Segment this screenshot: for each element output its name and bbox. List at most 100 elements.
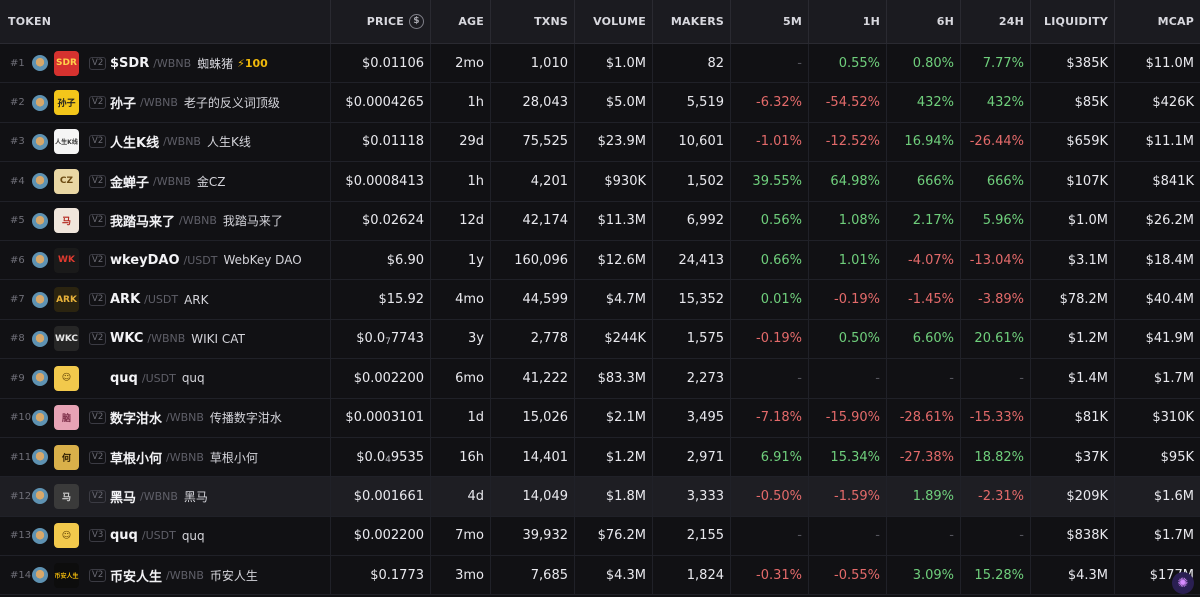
age-cell: 4d: [430, 477, 490, 516]
age-value: 4d: [467, 488, 484, 504]
token-cell[interactable]: #12 马 V2 黑马/WBNB 黑马: [0, 477, 330, 515]
liquidity-value: $81K: [1074, 410, 1108, 426]
table-row[interactable]: #7 ARK V2 ARK/USDT ARK $15.92 4mo 44,599 $4.7M 15…: [0, 280, 1200, 320]
txns-value: 15,026: [522, 410, 569, 426]
change-1h-value: -0.55%: [834, 567, 880, 583]
table-row[interactable]: #3 人生K线 V2 人生K线/WBNB 人生K线 $0.01118 29d 75,525 $2…: [0, 122, 1200, 163]
txns-value: 2,778: [530, 331, 568, 347]
price-zero-count: 4: [385, 455, 391, 466]
change-24h-cell: 18.82%: [960, 437, 1030, 477]
token-info[interactable]: $SDR/WBNB 蜘蛛猪 ⚡100: [110, 55, 268, 72]
token-cell[interactable]: #3 人生K线 V2 人生K线/WBNB 人生K线: [0, 123, 330, 161]
table-row[interactable]: #13 ☺ V3 quq/USDT quq $0.002200 7mo 39,932 $76.2…: [0, 516, 1200, 557]
rank-label: #10: [10, 412, 32, 424]
token-info[interactable]: 人生K线/WBNB 人生K线: [110, 132, 251, 151]
token-cell[interactable]: #9 ☺ quq/USDT quq: [0, 359, 330, 397]
col-volume[interactable]: VOLUME: [574, 0, 652, 43]
token-info[interactable]: 币安人生/WBNB 币安人生: [110, 566, 258, 585]
volume-value: $83.3M: [597, 370, 646, 386]
token-cell[interactable]: #4 CZ V2 金蝉子/WBNB 金CZ: [0, 162, 330, 200]
token-info[interactable]: 我踏马来了/WBNB 我踏马来了: [110, 211, 283, 230]
liquidity-cell: $85K: [1030, 83, 1114, 122]
token-cell[interactable]: #13 ☺ V3 quq/USDT quq: [0, 517, 330, 555]
col-mcap[interactable]: MCAP: [1114, 0, 1200, 43]
rank-label: #12: [10, 490, 32, 502]
table-row[interactable]: #1 SDR V2 $SDR/WBNB 蜘蛛猪 ⚡100 $0.01106 2mo 1,010 $…: [0, 44, 1200, 84]
price-cell: $0.0008413: [330, 162, 430, 201]
table-row[interactable]: #2 孙子 V2 孙子/WBNB 老子的反义词顶级 $0.0004265 1h 28,043 $…: [0, 83, 1200, 123]
chain-icon: [32, 488, 48, 505]
token-info[interactable]: 黑马/WBNB 黑马: [110, 487, 208, 506]
token-info[interactable]: quq/USDT quq: [110, 528, 205, 543]
change-5m-cell: -: [730, 359, 808, 398]
token-cell[interactable]: #14 币安人生 V2 币安人生/WBNB 币安人生: [0, 556, 330, 594]
token-cell[interactable]: #11 何 V2 草根小何/WBNB 草根小何: [0, 438, 330, 476]
table-row[interactable]: #6 WK V2 wkeyDAO/USDT WebKey DAO $6.90 1y 160,0…: [0, 240, 1200, 281]
token-logo: SDR: [54, 50, 79, 76]
col-price[interactable]: PRICE $: [330, 0, 430, 43]
makers-cell: 82: [652, 44, 730, 83]
table-row[interactable]: #5 马 V2 我踏马来了/WBNB 我踏马来了 $0.02624 12d 42,174 $11…: [0, 201, 1200, 241]
table-row[interactable]: #14 币安人生 V2 币安人生/WBNB 币安人生 $0.1773 3mo 7,685 $4.…: [0, 556, 1200, 596]
token-logo: 何: [54, 444, 79, 470]
token-cell[interactable]: #2 孙子 V2 孙子/WBNB 老子的反义词顶级: [0, 83, 330, 121]
token-symbol: quq: [110, 528, 138, 544]
token-name: 金CZ: [196, 174, 226, 189]
price-value: $0.01118: [361, 134, 424, 150]
volume-value: $76.2M: [597, 528, 646, 544]
col-1h[interactable]: 1H: [808, 0, 886, 43]
table-row[interactable]: #12 马 V2 黑马/WBNB 黑马 $0.001661 4d 14,049 $1.8M 3,3…: [0, 477, 1200, 517]
table-row[interactable]: #9 ☺ quq/USDT quq $0.002200 6mo 41,222 $83.3M 2,…: [0, 359, 1200, 399]
table-row[interactable]: #11 何 V2 草根小何/WBNB 草根小何 $0.0 4 9535 16h 14,401 $1.…: [0, 437, 1200, 478]
brain-icon[interactable]: ✺: [1172, 572, 1194, 594]
change-1h-value: -: [875, 528, 880, 544]
liquidity-cell: $78.2M: [1030, 280, 1114, 319]
chain-icon: [32, 330, 48, 347]
token-info[interactable]: 孙子/WBNB 老子的反义词顶级: [110, 93, 280, 112]
token-info[interactable]: wkeyDAO/USDT WebKey DAO: [110, 253, 302, 268]
token-cell[interactable]: #10 脑 V2 数字泔水/WBNB 传播数字泔水: [0, 399, 330, 437]
token-cell[interactable]: #6 WK V2 wkeyDAO/USDT WebKey DAO: [0, 241, 330, 279]
makers-value: 1,575: [686, 331, 724, 347]
col-6h[interactable]: 6H: [886, 0, 960, 43]
table-row[interactable]: #4 CZ V2 金蝉子/WBNB 金CZ $0.0008413 1h 4,201 $930K 1…: [0, 162, 1200, 202]
col-5m[interactable]: 5M: [730, 0, 808, 43]
txns-cell: 14,401: [490, 437, 574, 477]
version-badge: V2: [89, 489, 107, 503]
table-row[interactable]: #10 脑 V2 数字泔水/WBNB 传播数字泔水 $0.0003101 1d 15,026 $…: [0, 398, 1200, 438]
token-logo: ☺: [54, 365, 79, 391]
token-info[interactable]: 金蝉子/WBNB 金CZ: [110, 172, 226, 191]
col-24h[interactable]: 24H: [960, 0, 1030, 43]
token-info[interactable]: 数字泔水/WBNB 传播数字泔水: [110, 408, 282, 427]
age-value: 1d: [467, 410, 484, 426]
token-cell[interactable]: #1 SDR V2 $SDR/WBNB 蜘蛛猪 ⚡100: [0, 44, 330, 82]
table-row[interactable]: #8 WKC V2 WKC/WBNB WIKI CAT $0.0 7 7743 3y 2,778 $…: [0, 319, 1200, 360]
change-5m-cell: -0.31%: [730, 556, 808, 595]
mcap-cell: $310K: [1114, 398, 1200, 437]
mcap-cell: $40.4M: [1114, 280, 1200, 319]
col-age[interactable]: AGE: [430, 0, 490, 43]
change-5m-cell: 0.66%: [730, 240, 808, 280]
dollar-icon[interactable]: $: [409, 14, 424, 29]
col-liquidity[interactable]: LIQUIDITY: [1030, 0, 1114, 43]
txns-cell: 42,174: [490, 201, 574, 240]
col-txns[interactable]: TXNS: [490, 0, 574, 43]
rank-label: #5: [10, 215, 25, 227]
token-info[interactable]: 草根小何/WBNB 草根小何: [110, 448, 258, 467]
liquidity-value: $85K: [1074, 95, 1108, 111]
mcap-value: $95K: [1160, 449, 1194, 465]
token-info[interactable]: ARK/USDT ARK: [110, 292, 209, 307]
token-cell[interactable]: #8 WKC V2 WKC/WBNB WIKI CAT: [0, 320, 330, 358]
token-cell[interactable]: #7 ARK V2 ARK/USDT ARK: [0, 280, 330, 318]
token-cell[interactable]: #5 马 V2 我踏马来了/WBNB 我踏马来了: [0, 202, 330, 240]
col-token[interactable]: TOKEN: [8, 15, 52, 28]
token-info[interactable]: WKC/WBNB WIKI CAT: [110, 331, 245, 346]
token-info[interactable]: quq/USDT quq: [110, 371, 205, 386]
col-makers[interactable]: MAKERS: [652, 0, 730, 43]
change-1h-cell: 15.34%: [808, 437, 886, 477]
chain-icon: [32, 291, 48, 308]
volume-cell: $2.1M: [574, 398, 652, 437]
change-6h-value: -1.45%: [908, 292, 954, 308]
price-cell: $0.02624: [330, 201, 430, 240]
change-6h-cell: 666%: [886, 162, 960, 201]
